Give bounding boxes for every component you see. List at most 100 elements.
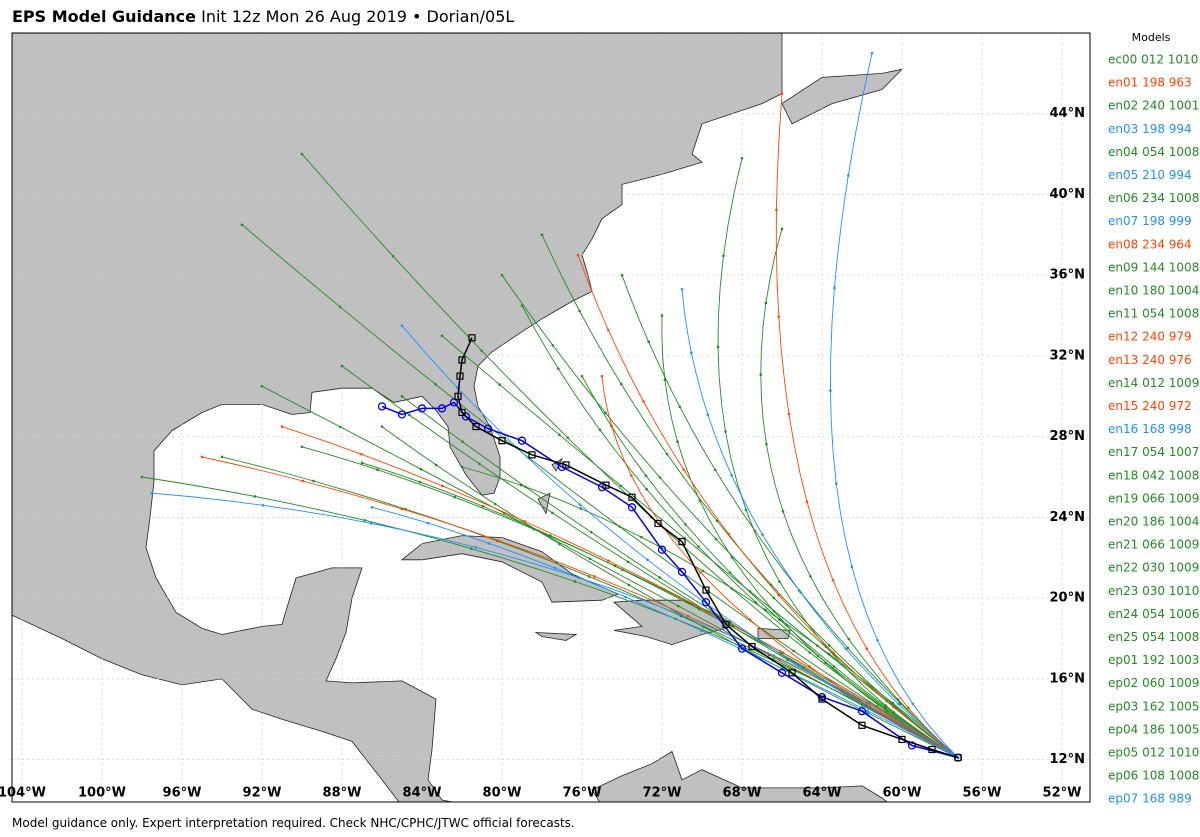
track-point	[587, 575, 591, 578]
track-point	[301, 479, 305, 483]
track-point	[551, 511, 554, 515]
track-point	[907, 706, 910, 710]
track-point	[805, 500, 809, 504]
track-point	[419, 467, 423, 471]
track-point	[360, 452, 363, 456]
track-point	[580, 374, 584, 378]
track-point	[730, 474, 733, 477]
track-point	[780, 92, 784, 95]
track-point	[458, 356, 466, 364]
track-point	[380, 425, 384, 428]
axis-labels: 104°W 100°W 96°W 92°W 88°W 84°W 80°W 76°W 72°W 68…	[0, 106, 1085, 800]
track-point	[829, 389, 832, 392]
lon-tick-label: 96°W	[163, 786, 202, 801]
track-point	[455, 386, 459, 389]
track-point	[300, 445, 304, 449]
track-point	[461, 440, 464, 443]
legend: ec00 012 1010 en01 198 963 en02 240 1001 en…	[1108, 53, 1199, 806]
track-point	[701, 569, 705, 573]
lat-tick-label: 36°N	[1050, 268, 1085, 283]
legend-entry: en14 012 1009	[1108, 376, 1199, 390]
track-point	[748, 618, 752, 622]
lon-tick-label: 64°W	[803, 786, 842, 801]
track-point	[630, 474, 633, 477]
track-point	[280, 425, 284, 428]
track-point	[517, 436, 527, 445]
track-point	[628, 493, 636, 501]
track-point	[780, 227, 784, 231]
track-point	[500, 273, 504, 277]
track-point	[713, 468, 717, 472]
track-point	[728, 571, 732, 574]
track-point	[744, 508, 748, 512]
track-point	[730, 555, 734, 559]
lat-tick-label: 16°N	[1050, 671, 1085, 686]
track-point	[493, 502, 497, 506]
track-point	[818, 695, 826, 703]
track-point	[340, 364, 344, 368]
track-point	[458, 408, 466, 417]
track-point	[481, 505, 485, 508]
track-point	[468, 334, 476, 342]
track-point	[682, 468, 685, 471]
track-point	[678, 538, 686, 546]
legend-title: Models	[1132, 31, 1171, 44]
grid	[12, 33, 1090, 802]
track-point	[954, 753, 962, 762]
track-point	[454, 392, 462, 400]
track-point	[850, 565, 854, 569]
track-point	[408, 413, 411, 417]
track-point	[363, 519, 367, 522]
track-point	[607, 328, 610, 332]
track-point	[724, 430, 727, 433]
lat-tick-label: 24°N	[1050, 510, 1085, 525]
legend-entry: en03 198 994	[1108, 122, 1192, 136]
track-point	[831, 578, 835, 582]
track-point	[778, 618, 781, 622]
lon-tick-label: 80°W	[483, 786, 522, 801]
track-point	[397, 410, 407, 419]
track-point	[551, 344, 555, 347]
track-point	[793, 661, 796, 665]
legend-entry: en11 054 1008	[1108, 307, 1199, 321]
track-point	[899, 702, 902, 705]
legend-entry: en06 234 1008	[1108, 191, 1199, 205]
legend-entry: ep06 108 1008	[1108, 769, 1199, 783]
landmass	[591, 750, 888, 802]
track-point	[647, 340, 650, 344]
legend-entry: en12 240 979	[1108, 330, 1192, 344]
lon-tick-label: 76°W	[563, 786, 602, 801]
track-point	[566, 436, 569, 439]
track-point	[610, 424, 614, 428]
track-point	[753, 529, 757, 533]
track-point	[480, 349, 484, 353]
track-point	[678, 405, 682, 409]
track-point	[834, 482, 838, 485]
track-point	[520, 304, 524, 307]
track-point	[847, 637, 851, 641]
lon-tick-label: 92°W	[243, 786, 282, 801]
legend-entry: en18 042 1008	[1108, 468, 1199, 482]
track-point	[426, 521, 430, 525]
track-point	[600, 374, 604, 378]
track-point	[604, 411, 607, 415]
track-point	[833, 286, 836, 290]
track-point	[200, 455, 204, 459]
legend-entry: ep01 192 1003	[1108, 653, 1199, 667]
lat-tick-label: 44°N	[1050, 106, 1085, 121]
landmass	[12, 33, 783, 802]
track-point	[827, 644, 831, 647]
track-point	[642, 400, 645, 403]
track-point	[787, 412, 791, 416]
legend-entry: en22 030 1009	[1108, 561, 1199, 575]
track-point	[676, 440, 679, 443]
track-point	[778, 580, 781, 583]
track-point	[312, 479, 315, 483]
lon-tick-label: 56°W	[963, 786, 1002, 801]
track-point	[777, 593, 780, 597]
legend-entry: en01 198 963	[1108, 76, 1192, 90]
track-point	[759, 373, 763, 376]
track-point	[519, 483, 523, 487]
legend-entry: en20 186 1004	[1108, 515, 1199, 529]
track-point	[253, 495, 257, 498]
